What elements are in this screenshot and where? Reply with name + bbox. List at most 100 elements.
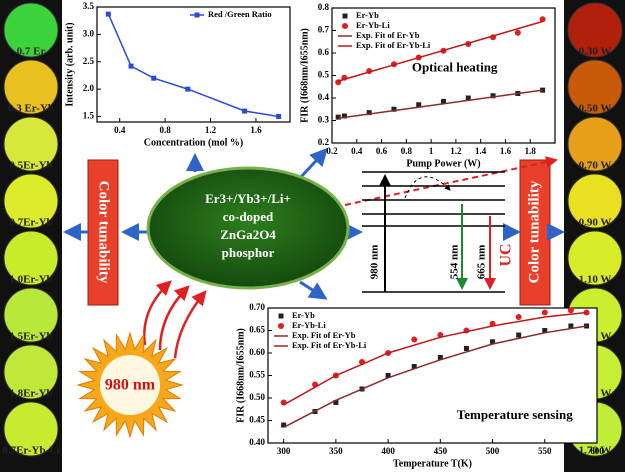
sample-dot	[3, 401, 59, 457]
legend-label: Exp. Fit of Er-Yb	[356, 30, 420, 40]
legend-label: Exp. Fit of Er-Yb	[292, 330, 356, 340]
y-tick-label: 3.0	[83, 28, 95, 38]
sample-dot	[3, 344, 59, 400]
annotation: Temperature sensing	[457, 407, 573, 422]
point	[514, 29, 521, 36]
point	[465, 95, 471, 101]
sample-label: 1.0Er-Yb	[9, 274, 52, 286]
series-line	[283, 325, 587, 428]
center-text: phosphor	[222, 245, 275, 260]
x-tick-label: 0.6	[376, 146, 388, 156]
sample-label: 1.10 W	[579, 274, 612, 286]
legend-label: Red /Green Ratio	[208, 9, 272, 19]
plot-frame	[96, 6, 291, 123]
x-tick-label: 1.6	[250, 125, 262, 135]
y-tick-label: 0.8	[318, 2, 330, 12]
excitation-label: 980 nm	[105, 377, 156, 394]
y-axis-label: FIR (I668nm/I655nm)	[299, 28, 310, 123]
point	[541, 309, 548, 316]
point	[281, 422, 287, 428]
y-tick-label: 0.60	[249, 347, 265, 357]
point	[490, 93, 496, 99]
point	[515, 314, 522, 320]
y-tick-label: 0.4	[318, 92, 330, 102]
y-tick-label: 0.65	[249, 325, 265, 335]
sample-dot	[3, 230, 59, 286]
x-tick-label: 0.8	[401, 146, 413, 156]
x-tick-label: 500	[486, 446, 500, 456]
sample-dot	[567, 116, 623, 172]
point	[463, 346, 469, 351]
phosphor-ellipse	[146, 166, 350, 290]
right-box-label: Color tunability	[526, 180, 542, 283]
sample-dot	[567, 173, 623, 229]
flow-arrows	[63, 147, 565, 300]
sample-label: 0.50 W	[579, 103, 612, 115]
x-tick-label: 0.8	[159, 125, 171, 135]
series-line	[337, 20, 543, 82]
point	[542, 328, 548, 333]
point	[335, 114, 341, 120]
center-text: ZnGa2O4	[220, 227, 276, 242]
y-axis-label: FIR (I668nm/I655nm)	[235, 328, 246, 423]
x-tick-label: 1.8	[525, 146, 537, 156]
x-tick-label: 0.4	[114, 125, 126, 135]
y-tick-label: 0.50	[249, 392, 265, 402]
sample-dot	[3, 116, 59, 172]
point	[276, 114, 282, 120]
green-label: 554 nm	[449, 245, 461, 280]
pump-label: 980 nm	[369, 245, 381, 280]
point	[185, 86, 191, 92]
sample-dot	[567, 230, 623, 286]
sample-label: 1.70 W	[579, 445, 612, 457]
uc-label: UC	[498, 243, 515, 266]
sample-label: 0.7Er-Yb	[9, 217, 52, 229]
x-tick-label: 400	[381, 446, 395, 456]
x-tick-label: 1.4	[475, 146, 487, 156]
legend-label: Er-Yb-Li	[292, 320, 326, 330]
x-axis-label: Pump Power (W)	[406, 158, 480, 169]
excitation-arrows	[143, 280, 207, 359]
y-tick-label: 0.6	[318, 47, 330, 57]
legend-marker	[342, 13, 348, 19]
point	[105, 11, 111, 17]
sample-label: 0.30 W	[579, 46, 612, 58]
series-line	[107, 13, 279, 118]
y-tick-label: 2.5	[83, 56, 95, 66]
x-tick-label: 1.2	[205, 125, 217, 135]
x-tick-label: 1	[429, 146, 434, 156]
legend-label: Exp. Fit of Er-Yb-Li	[356, 40, 431, 50]
x-axis-label: Concentration (mol %)	[144, 137, 243, 148]
series-line	[283, 311, 587, 406]
y-tick-label: 0.7	[318, 25, 330, 35]
y-tick-label: 1.5	[83, 111, 95, 121]
legend-marker	[278, 313, 284, 319]
point	[341, 113, 347, 119]
annotation: Optical heating	[412, 60, 498, 75]
legend-label: Er-Yb	[292, 310, 315, 320]
left-box	[87, 159, 119, 306]
x-tick-label: 0.2	[326, 146, 338, 156]
point	[128, 63, 134, 69]
x-tick-label: 0.4	[351, 146, 363, 156]
y-tick-label: 0.5	[318, 70, 330, 80]
legend-marker	[278, 323, 284, 329]
sample-label: 0.5Er-Yb	[9, 160, 52, 172]
point	[333, 400, 339, 405]
point	[411, 336, 418, 343]
y-tick-label: 0.45	[249, 415, 265, 425]
x-axis-label: Temperature T(K)	[393, 458, 472, 469]
point	[516, 332, 522, 338]
x-tick-label: 300	[277, 446, 291, 456]
sample-label: 0.70 W	[579, 160, 612, 172]
point	[411, 364, 417, 369]
point	[540, 87, 546, 93]
red-label: 665 nm	[476, 245, 488, 280]
point	[539, 16, 546, 23]
x-tick-label: 1.2	[450, 146, 462, 156]
point	[568, 323, 574, 329]
legend-marker	[194, 12, 200, 18]
x-tick-label: 350	[329, 446, 343, 456]
legend-label: Er-Yb-Li	[356, 20, 390, 30]
